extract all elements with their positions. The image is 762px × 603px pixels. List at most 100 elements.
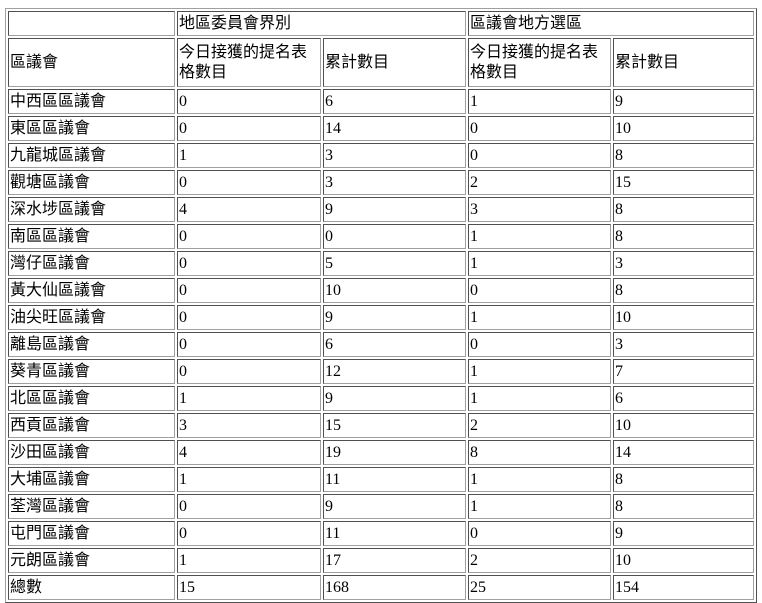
council-name-cell: 北區區議會 [8, 386, 175, 411]
council-name-cell: 葵青區議會 [8, 359, 175, 384]
table-row: 大埔區議會 1 11 1 8 [8, 467, 754, 492]
today-forms-dc-cell: 1 [177, 467, 321, 492]
today-forms-dc-cell: 0 [177, 116, 321, 141]
today-forms-local-cell: 0 [468, 332, 611, 357]
cumulative-dc-cell: 9 [323, 386, 466, 411]
cumulative-dc-cell: 14 [323, 116, 466, 141]
cumulative-local-cell: 10 [613, 116, 754, 141]
group-header-row: 地區委員會界別 區議會地方選區 [8, 11, 754, 36]
cumulative-local-cell: 8 [613, 143, 754, 168]
council-name-cell: 荃灣區議會 [8, 494, 175, 519]
cumulative-dc-cell: 3 [323, 170, 466, 195]
cumulative-local-cell: 8 [613, 467, 754, 492]
council-name-cell: 大埔區議會 [8, 467, 175, 492]
nomination-table: 地區委員會界別 區議會地方選區 區議會 今日接獲的提名表格數目 累計數目 今日接… [5, 8, 757, 603]
cumulative-dc-cell: 0 [323, 224, 466, 249]
group-header-local-constituency: 區議會地方選區 [468, 11, 754, 36]
today-forms-dc-cell: 0 [177, 494, 321, 519]
table-row: 油尖旺區議會 0 9 1 10 [8, 305, 754, 330]
cumulative-dc-cell: 15 [323, 413, 466, 438]
council-name-cell: 屯門區議會 [8, 521, 175, 546]
today-forms-dc-cell: 4 [177, 197, 321, 222]
council-name-cell: 沙田區議會 [8, 440, 175, 465]
table-row: 灣仔區議會 0 5 1 3 [8, 251, 754, 276]
today-forms-dc-cell: 1 [177, 386, 321, 411]
today-forms-local-cell: 1 [468, 386, 611, 411]
cumulative-local-cell: 14 [613, 440, 754, 465]
council-name-cell: 深水埗區議會 [8, 197, 175, 222]
today-forms-dc-cell: 0 [177, 224, 321, 249]
cumulative-dc-cell: 6 [323, 89, 466, 114]
council-name-cell: 總數 [8, 575, 175, 600]
today-forms-local-cell: 25 [468, 575, 611, 600]
table-row: 觀塘區議會 0 3 2 15 [8, 170, 754, 195]
cumulative-dc-cell: 9 [323, 197, 466, 222]
table-row: 離島區議會 0 6 0 3 [8, 332, 754, 357]
today-forms-local-cell: 2 [468, 413, 611, 438]
today-forms-local-cell: 0 [468, 143, 611, 168]
cumulative-dc-cell: 11 [323, 467, 466, 492]
cumulative-local-cell: 10 [613, 413, 754, 438]
today-forms-dc-cell: 0 [177, 251, 321, 276]
cumulative-local-cell: 154 [613, 575, 754, 600]
table-row: 中西區區議會 0 6 1 9 [8, 89, 754, 114]
cumulative-local-cell: 7 [613, 359, 754, 384]
today-forms-local-cell: 1 [468, 494, 611, 519]
table-row: 東區區議會 0 14 0 10 [8, 116, 754, 141]
cumulative-local-cell: 15 [613, 170, 754, 195]
cumulative-dc-cell: 12 [323, 359, 466, 384]
cumulative-local-cell: 8 [613, 197, 754, 222]
council-name-cell: 元朗區議會 [8, 548, 175, 573]
today-forms-local-cell: 8 [468, 440, 611, 465]
today-forms-dc-cell: 0 [177, 89, 321, 114]
cumulative-dc-cell: 10 [323, 278, 466, 303]
table-row: 荃灣區議會 0 9 1 8 [8, 494, 754, 519]
column-header-today-forms: 今日接獲的提名表格數目 [177, 38, 321, 87]
today-forms-dc-cell: 4 [177, 440, 321, 465]
today-forms-local-cell: 0 [468, 521, 611, 546]
council-name-cell: 油尖旺區議會 [8, 305, 175, 330]
column-header-council: 區議會 [8, 38, 175, 87]
today-forms-local-cell: 1 [468, 224, 611, 249]
cumulative-dc-cell: 5 [323, 251, 466, 276]
cumulative-local-cell: 10 [613, 305, 754, 330]
table-row: 南區區議會 0 0 1 8 [8, 224, 754, 249]
today-forms-local-cell: 1 [468, 89, 611, 114]
column-header-cumulative: 累計數目 [323, 38, 466, 87]
council-name-cell: 離島區議會 [8, 332, 175, 357]
today-forms-dc-cell: 0 [177, 305, 321, 330]
today-forms-local-cell: 2 [468, 548, 611, 573]
cumulative-dc-cell: 6 [323, 332, 466, 357]
column-header-cumulative: 累計數目 [613, 38, 754, 87]
cumulative-dc-cell: 9 [323, 305, 466, 330]
council-name-cell: 觀塘區議會 [8, 170, 175, 195]
cumulative-local-cell: 6 [613, 386, 754, 411]
table-row: 葵青區議會 0 12 1 7 [8, 359, 754, 384]
council-name-cell: 東區區議會 [8, 116, 175, 141]
table-row: 深水埗區議會 4 9 3 8 [8, 197, 754, 222]
today-forms-local-cell: 2 [468, 170, 611, 195]
cumulative-local-cell: 8 [613, 224, 754, 249]
today-forms-dc-cell: 0 [177, 278, 321, 303]
group-header-blank [8, 11, 175, 36]
cumulative-dc-cell: 17 [323, 548, 466, 573]
council-name-cell: 灣仔區議會 [8, 251, 175, 276]
cumulative-local-cell: 8 [613, 494, 754, 519]
today-forms-local-cell: 3 [468, 197, 611, 222]
cumulative-local-cell: 8 [613, 278, 754, 303]
cumulative-local-cell: 3 [613, 251, 754, 276]
council-name-cell: 中西區區議會 [8, 89, 175, 114]
table-row: 黃大仙區議會 0 10 0 8 [8, 278, 754, 303]
table-row: 沙田區議會 4 19 8 14 [8, 440, 754, 465]
council-name-cell: 西貢區議會 [8, 413, 175, 438]
cumulative-dc-cell: 11 [323, 521, 466, 546]
table-row: 西貢區議會 3 15 2 10 [8, 413, 754, 438]
cumulative-local-cell: 9 [613, 521, 754, 546]
table-row: 九龍城區議會 1 3 0 8 [8, 143, 754, 168]
cumulative-local-cell: 9 [613, 89, 754, 114]
column-header-today-forms: 今日接獲的提名表格數目 [468, 38, 611, 87]
group-header-district-council-constituency: 地區委員會界別 [177, 11, 466, 36]
cumulative-dc-cell: 19 [323, 440, 466, 465]
today-forms-local-cell: 1 [468, 359, 611, 384]
today-forms-local-cell: 0 [468, 116, 611, 141]
